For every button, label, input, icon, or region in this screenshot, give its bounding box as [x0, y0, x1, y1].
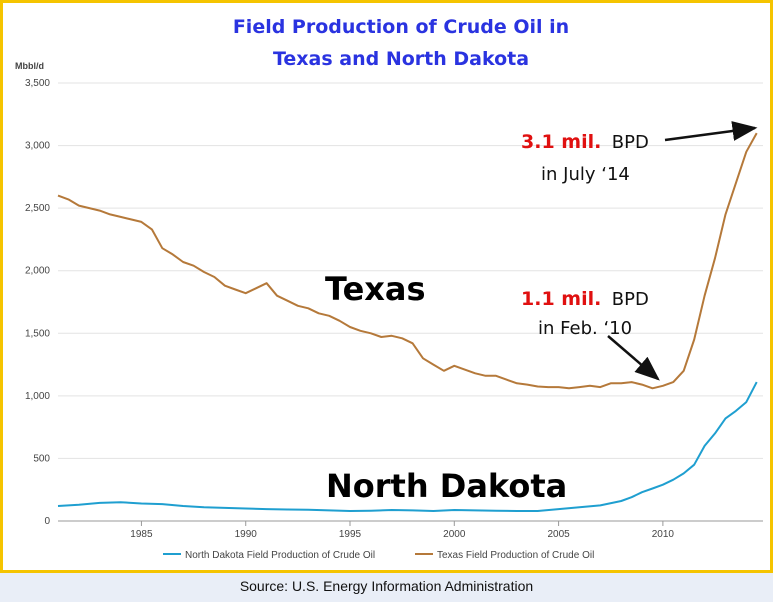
series-line-north-dakota	[57, 381, 758, 512]
x-tick-label: 2005	[547, 529, 570, 540]
x-tick-label: 2000	[443, 529, 466, 540]
legend-label-texas: Texas Field Production of Crude Oil	[437, 550, 594, 561]
series-group	[57, 132, 758, 512]
x-tick-label: 2010	[652, 529, 675, 540]
x-tick-label: 1990	[235, 529, 258, 540]
series-line-texas	[57, 132, 758, 390]
source-caption: Source: U.S. Energy Information Administ…	[239, 578, 534, 594]
y-tick-label: 3,000	[25, 141, 50, 152]
chart-title-line-1: Field Production of Crude Oil in	[233, 16, 569, 38]
x-tick-label: 1995	[339, 529, 362, 540]
y-tick-label: 0	[44, 516, 50, 527]
x-tick-label: 1985	[130, 529, 153, 540]
annotation-2010-line-2: in Feb. ‘10	[538, 318, 632, 339]
annotation-2010-arrow	[607, 335, 660, 381]
annotation-2014-unit: BPD	[612, 132, 649, 153]
x-tick-group: 1985 1990 1995 2000 2005 2010	[130, 521, 674, 540]
chart-frame: Field Production of Crude Oil in Texas a…	[0, 0, 773, 573]
y-tick-label: 1,000	[25, 391, 50, 402]
annotation-2014-highlight: 3.1 mil.	[521, 131, 601, 153]
y-tick-group: 0 500 1,000 1,500 2,000 2,500 3,000 3,500	[25, 78, 50, 527]
annotation-2010-highlight: 1.1 mil.	[521, 288, 601, 310]
y-tick-label: 2,500	[25, 203, 50, 214]
annotation-2010-unit: BPD	[612, 289, 649, 310]
chart-svg: Field Production of Crude Oil in Texas a…	[15, 16, 763, 561]
annotation-2014-line-1: 3.1 mil. BPD	[521, 131, 649, 153]
y-axis-label: Mbbl/d	[15, 61, 44, 71]
y-tick-label: 2,000	[25, 266, 50, 277]
annotation-2014-arrow	[664, 121, 758, 142]
grid-group	[58, 82, 763, 522]
annotation-2010-line-1: 1.1 mil. BPD	[521, 288, 649, 310]
y-tick-label: 1,500	[25, 328, 50, 339]
chart-title-line-2: Texas and North Dakota	[273, 48, 529, 70]
series-label-north-dakota: North Dakota	[326, 467, 567, 505]
y-tick-label: 3,500	[25, 78, 50, 89]
series-label-texas: Texas	[325, 270, 426, 308]
annotation-2014-line-2: in July ‘14	[541, 164, 630, 185]
y-tick-label: 500	[33, 453, 50, 464]
legend-label-north-dakota: North Dakota Field Production of Crude O…	[185, 550, 375, 561]
